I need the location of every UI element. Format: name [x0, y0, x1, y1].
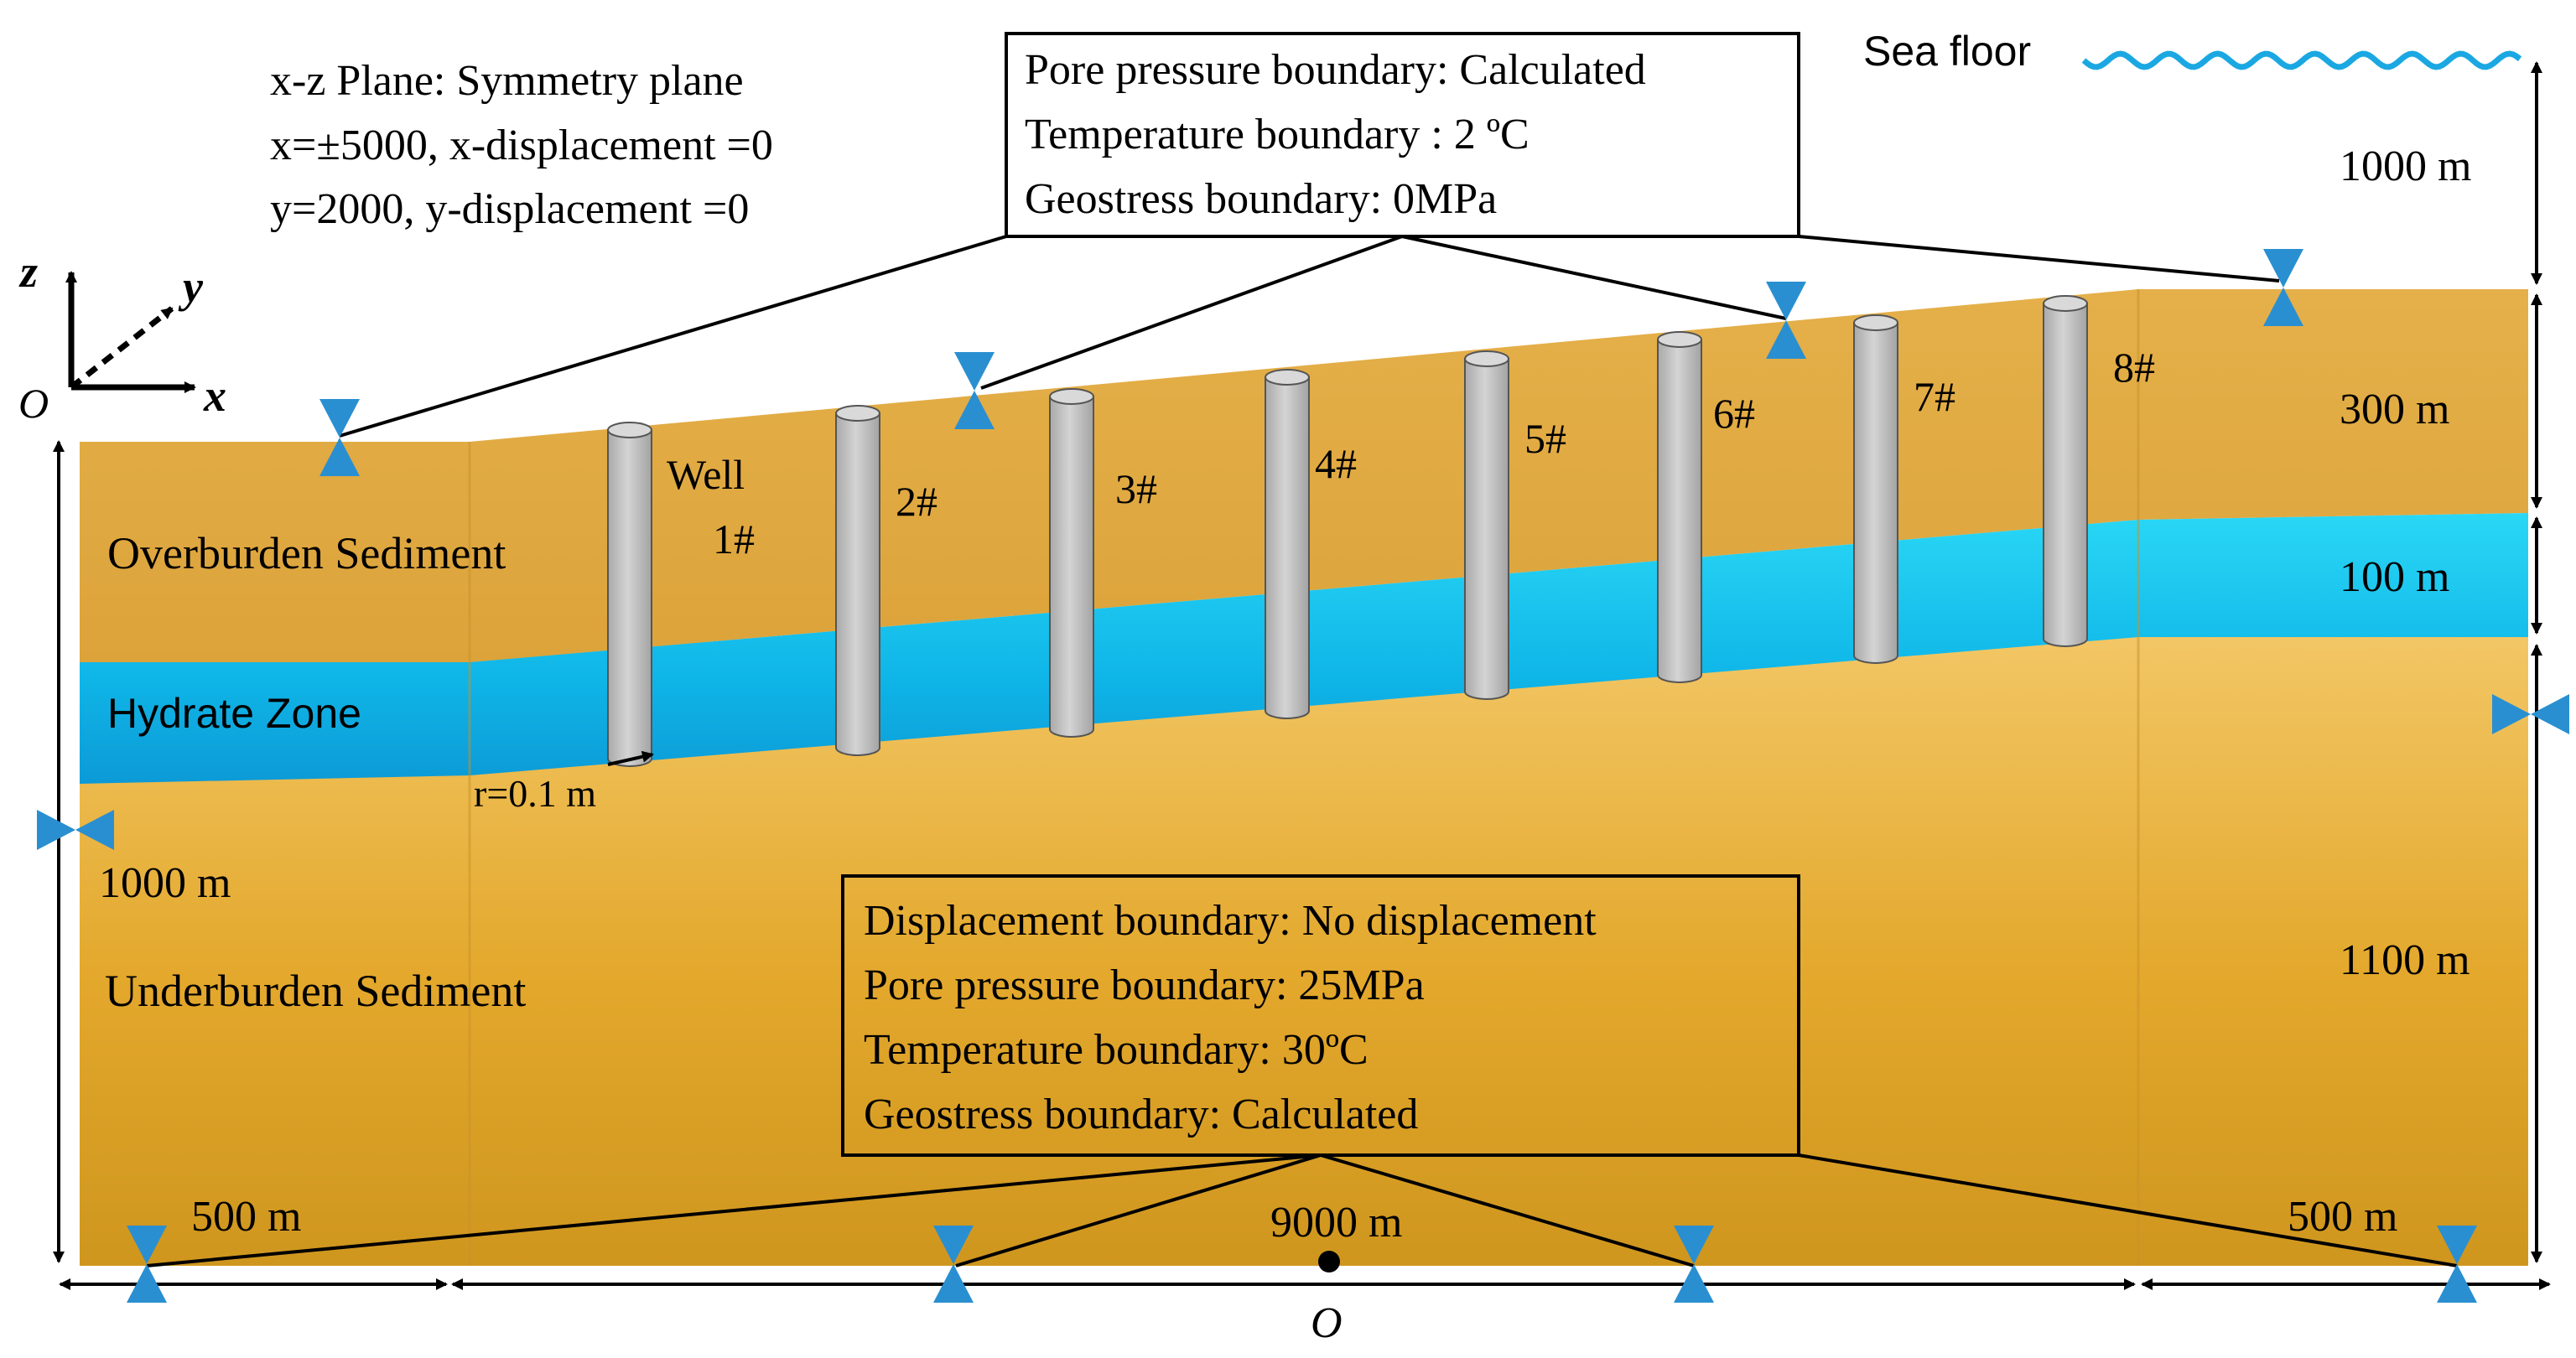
top-boundary-temperature: Temperature boundary : 2 ºC — [1025, 111, 1530, 158]
well-top — [607, 422, 652, 438]
y-axis-icon — [69, 306, 174, 390]
well-word-label: Well — [667, 451, 745, 498]
sea-floor-label: Sea floor — [1863, 28, 2031, 75]
bottom-boundary-pore: Pore pressure boundary: 25MPa — [864, 961, 1425, 1009]
radius-arrow — [607, 750, 654, 766]
well-4: 4# — [1265, 369, 1357, 719]
bottom-support-icon-4 — [2437, 1226, 2477, 1303]
well-1: 1# — [607, 422, 755, 767]
radius-annotation: r=0.1 m — [474, 750, 654, 815]
well-6: 6# — [1657, 331, 1755, 683]
well-8: 8# — [2043, 295, 2155, 647]
dim-left-width: 500 m — [191, 1193, 301, 1241]
bottom-boundary-displacement: Displacement boundary: No displacement — [864, 897, 1597, 945]
underburden-layer — [80, 620, 2528, 1266]
connector-lines — [146, 235, 2458, 1267]
origin-point — [1318, 1251, 1340, 1272]
dim-left-total: 1000 m — [99, 859, 231, 907]
dimension-lines — [53, 61, 2551, 1290]
hydrate-label: Hydrate Zone — [107, 690, 361, 737]
dim-hydrate: 100 m — [2340, 553, 2449, 601]
underburden-label: Underburden Sediment — [105, 966, 526, 1016]
bottom-support-icon-2 — [933, 1226, 974, 1303]
well-body — [1853, 322, 1898, 664]
well-label: 4# — [1315, 440, 1357, 487]
well-2: 2# — [835, 405, 937, 756]
top-support-icon-1 — [319, 399, 360, 476]
symmetry-line-3: y=2000, y-displacement =0 — [270, 185, 749, 233]
top-support-icon-2 — [954, 352, 995, 429]
dim-underburden: 1100 m — [2340, 936, 2470, 984]
well-top — [1265, 369, 1310, 386]
bottom-origin-label: O — [1311, 1299, 1343, 1347]
well-body — [1265, 376, 1310, 719]
axes-origin-label: O — [18, 380, 49, 427]
well-body — [1657, 339, 1702, 683]
bottom-support-icon-1 — [127, 1226, 167, 1303]
sea-floor-wave-icon — [2081, 50, 2522, 70]
well-top — [1853, 314, 1898, 331]
support-symbols — [37, 249, 2569, 1303]
well-top — [835, 405, 880, 422]
well-body — [835, 412, 880, 756]
top-support-icon-3 — [1766, 282, 1806, 359]
bottom-boundary-geostress: Geostress boundary: Calculated — [864, 1091, 1418, 1138]
well-body — [2043, 303, 2088, 647]
symmetry-line-1: x-z Plane: Symmetry plane — [270, 57, 744, 105]
dim-right-width: 500 m — [2288, 1193, 2397, 1241]
well-top — [2043, 295, 2088, 312]
x-axis-label: x — [203, 371, 226, 421]
top-support-icon-4 — [2263, 249, 2303, 326]
wells-group: 1# 2# 3# 4# 5# 6# 7# 8# Well — [607, 295, 2155, 767]
well-label: 5# — [1524, 415, 1566, 462]
bottom-boundary-temperature: Temperature boundary: 30ºC — [864, 1026, 1368, 1074]
well-body — [1464, 358, 1509, 700]
symmetry-line-2: x=±5000, x-displacement =0 — [270, 122, 773, 169]
well-top — [1657, 331, 1702, 348]
well-top — [1049, 388, 1094, 405]
top-boundary-geostress: Geostress boundary: 0MPa — [1025, 175, 1497, 223]
well-label: 7# — [1914, 373, 1955, 420]
well-label: 6# — [1713, 390, 1755, 437]
well-label: 1# — [713, 516, 755, 562]
well-7: 7# — [1853, 314, 1955, 664]
dim-water-depth: 1000 m — [2340, 143, 2471, 190]
well-label: 2# — [896, 478, 937, 525]
dim-overburden: 300 m — [2340, 386, 2449, 433]
z-axis-label: z — [18, 246, 38, 297]
bottom-boundary-box: Displacement boundary: No displacement P… — [841, 874, 1800, 1157]
sea-floor: Sea floor — [1863, 28, 2522, 75]
well-5: 5# — [1464, 350, 1566, 700]
overburden-label: Overburden Sediment — [107, 528, 506, 578]
well-3: 3# — [1049, 388, 1157, 738]
dim-middle-width: 9000 m — [1270, 1199, 1402, 1247]
well-body — [1049, 396, 1094, 738]
top-boundary-box: Pore pressure boundary: Calculated Tempe… — [1005, 32, 1800, 238]
radius-label: r=0.1 m — [474, 772, 596, 815]
left-support-icon — [37, 810, 114, 850]
top-boundary-pore: Pore pressure boundary: Calculated — [1025, 46, 1646, 94]
y-axis-label: y — [178, 262, 204, 312]
well-label: 8# — [2113, 344, 2155, 391]
well-top — [1464, 350, 1509, 367]
right-support-icon — [2492, 694, 2569, 734]
symmetry-note: x-z Plane: Symmetry plane x=±5000, x-dis… — [270, 57, 773, 233]
well-body — [607, 429, 652, 767]
bottom-support-icon-3 — [1674, 1226, 1714, 1303]
coordinate-axes: z y x O — [18, 246, 226, 427]
well-label: 3# — [1115, 465, 1157, 512]
